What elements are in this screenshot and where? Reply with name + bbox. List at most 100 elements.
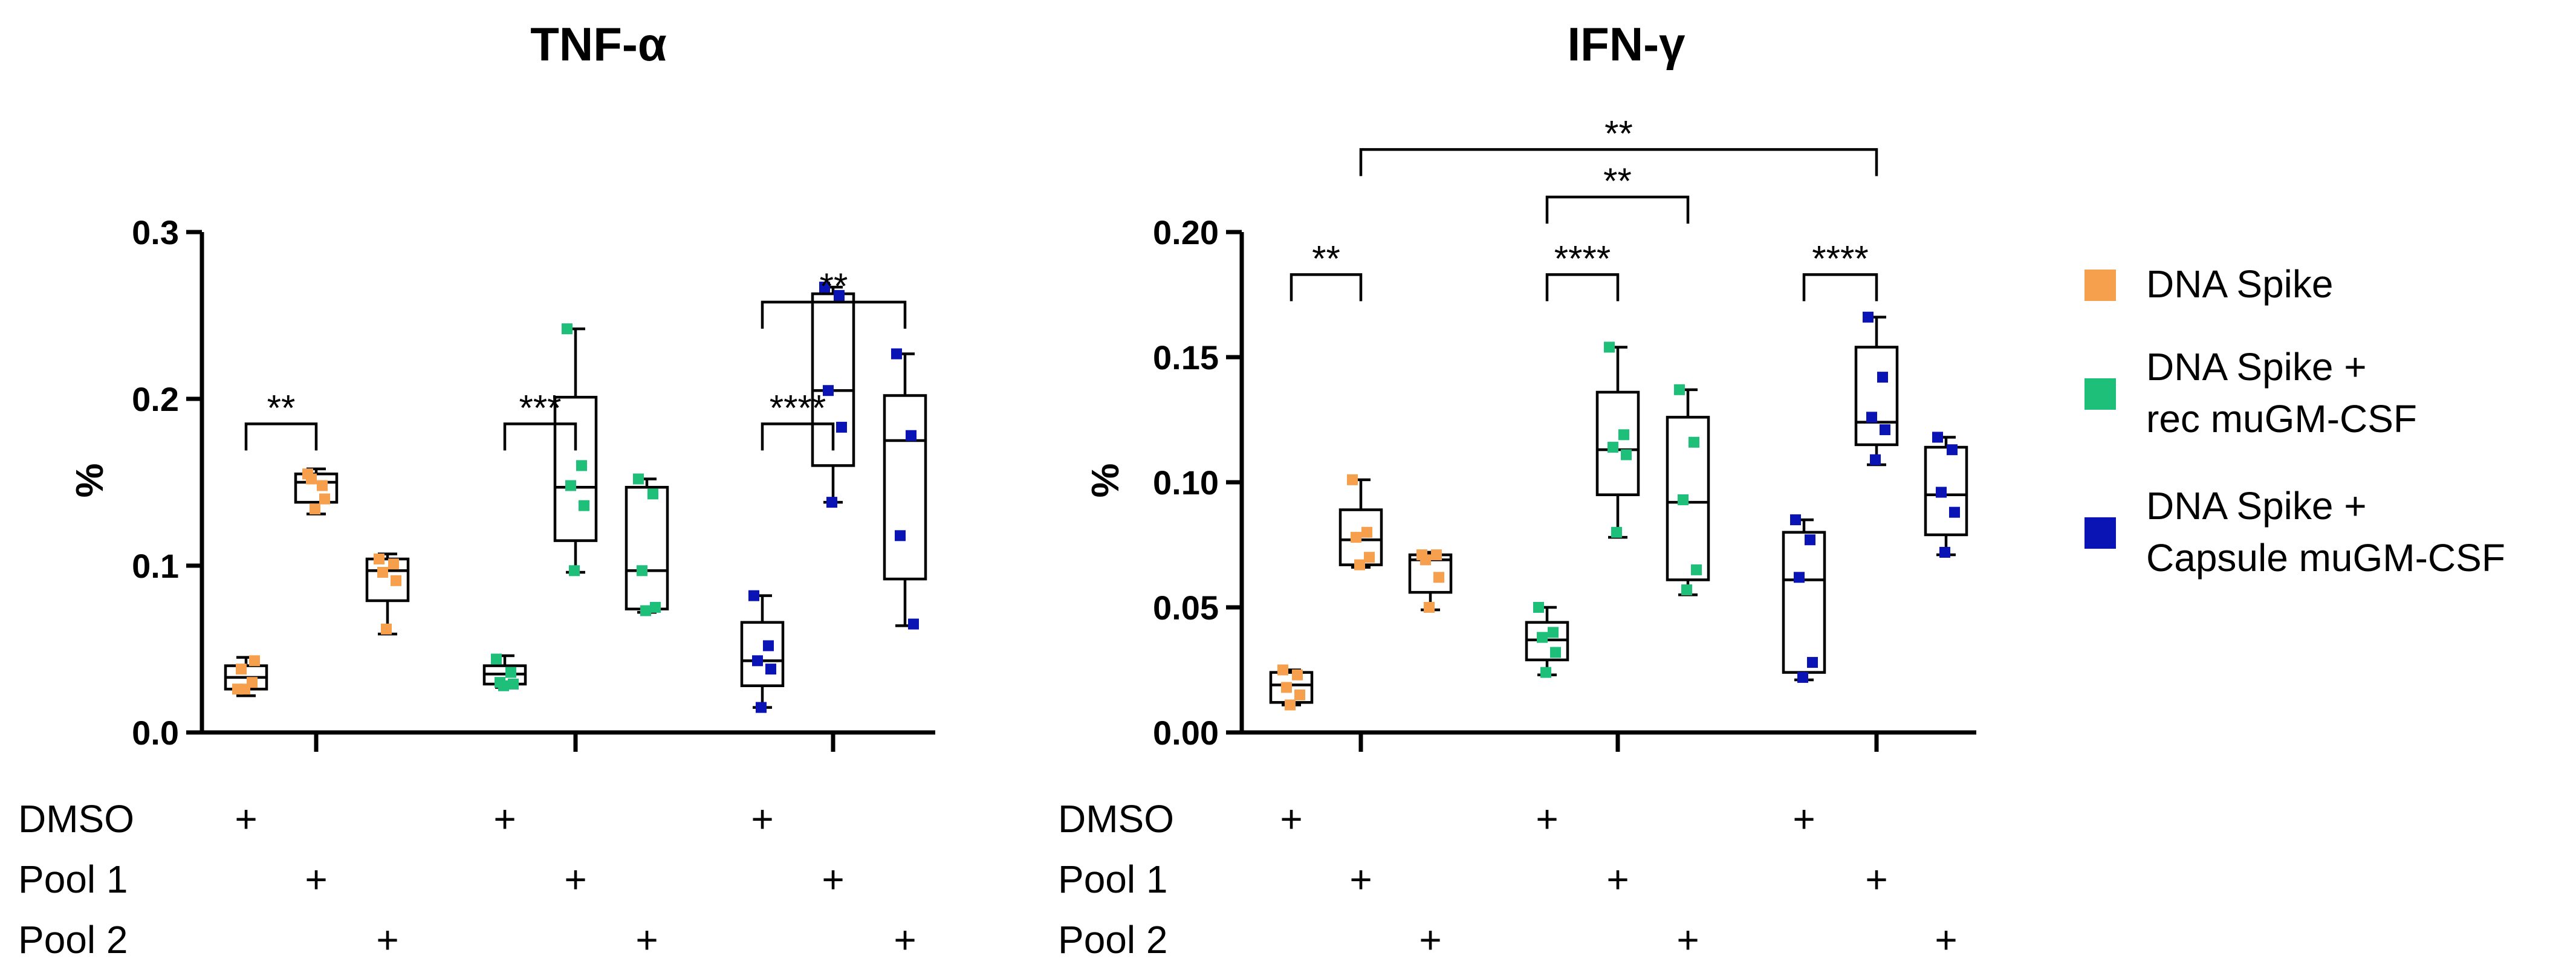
data-point <box>1537 632 1548 643</box>
data-point <box>633 473 644 485</box>
data-point <box>1794 572 1805 583</box>
y-tick-label: 0.0 <box>132 714 179 752</box>
data-point <box>1420 554 1431 566</box>
significance-label: **** <box>770 387 826 428</box>
box-8 <box>1854 311 1899 467</box>
y-tick-label: 0.15 <box>1153 338 1219 377</box>
data-point <box>752 655 763 667</box>
data-point <box>1277 664 1288 676</box>
data-point <box>1877 372 1888 383</box>
legend-item: DNA Spike <box>2084 262 2333 306</box>
legend-label: DNA Spike + <box>2146 484 2367 528</box>
condition-mark: + <box>1349 858 1372 901</box>
box-5 <box>553 323 598 577</box>
significance-bracket: ** <box>1290 238 1363 302</box>
data-point <box>391 575 401 586</box>
data-point <box>1870 454 1881 465</box>
box-4 <box>1525 602 1569 678</box>
significance-bracket: *** <box>503 387 577 451</box>
data-point <box>1678 494 1689 505</box>
data-point <box>834 289 845 301</box>
box-6 <box>625 473 669 616</box>
data-point <box>1364 552 1375 563</box>
condition-mark: + <box>1865 858 1887 901</box>
condition-mark: + <box>305 858 327 901</box>
data-point <box>562 323 573 335</box>
bracket-line <box>761 300 907 329</box>
data-point <box>756 702 767 713</box>
condition-label: Pool 1 <box>1058 858 1167 901</box>
data-point <box>236 664 247 675</box>
significance-bracket: **** <box>1545 238 1620 302</box>
box-7 <box>740 590 785 713</box>
bracket-line <box>1545 273 1620 302</box>
condition-mark: + <box>1935 918 1957 961</box>
bracket-line <box>244 422 318 451</box>
data-point <box>381 623 392 635</box>
condition-mark: + <box>1280 797 1302 841</box>
data-point <box>1807 657 1818 668</box>
box-iqr <box>740 621 785 687</box>
data-point <box>1347 474 1358 485</box>
legend-item: DNA Spike + rec muGM-CSF <box>2084 345 2417 441</box>
y-tick-label: 0.00 <box>1153 714 1219 752</box>
bracket-line <box>1290 273 1363 302</box>
box-1 <box>1269 664 1314 711</box>
box-iqr <box>365 557 410 603</box>
data-point <box>1932 431 1943 443</box>
box-iqr <box>1666 416 1710 581</box>
data-point <box>1608 442 1618 453</box>
data-point <box>836 421 847 433</box>
box-1 <box>224 655 268 697</box>
y-tick-label: 0.2 <box>132 380 179 418</box>
box-iqr <box>1782 531 1826 674</box>
condition-mark: + <box>635 918 658 961</box>
data-point <box>319 493 330 505</box>
legend-label: DNA Spike + <box>2146 345 2367 389</box>
data-point <box>1604 341 1615 353</box>
y-tick-label: 0.3 <box>132 213 179 251</box>
condition-mark: + <box>564 858 586 901</box>
data-point <box>1548 627 1559 638</box>
data-point <box>576 460 587 471</box>
condition-label: DMSO <box>18 797 134 841</box>
tnf-alpha-plot-area: 0.00.10.20.3** *** ****** <box>132 213 935 752</box>
condition-label: Pool 1 <box>18 858 128 901</box>
data-point <box>895 530 906 541</box>
significance-bracket: ** <box>1359 113 1878 176</box>
box-7 <box>1782 514 1826 683</box>
data-point <box>1691 564 1702 575</box>
box-3 <box>365 552 410 636</box>
data-point <box>565 480 576 491</box>
chart-title: IFN-γ <box>1568 18 1686 71</box>
condition-label: DMSO <box>1058 797 1174 841</box>
box-6 <box>1666 384 1710 596</box>
data-point <box>505 667 516 678</box>
y-tick-label: 0.10 <box>1153 464 1219 502</box>
data-point <box>1294 689 1305 700</box>
data-point <box>1689 436 1699 448</box>
condition-mark: + <box>376 918 398 961</box>
legend-swatch <box>2084 270 2116 301</box>
y-tick-label: 0.20 <box>1153 213 1219 251</box>
significance-label: ** <box>267 387 296 428</box>
box-2 <box>1338 474 1383 570</box>
legend-swatch <box>2084 378 2116 410</box>
legend-label: DNA Spike <box>2146 262 2333 306</box>
condition-mark: + <box>1676 918 1699 961</box>
condition-mark: + <box>822 858 844 901</box>
box-iqr <box>1854 346 1899 447</box>
legend-label: rec muGM-CSF <box>2146 397 2417 441</box>
significance-bracket: **** <box>761 387 835 451</box>
data-point <box>239 684 250 695</box>
condition-mark: + <box>493 797 516 841</box>
tnf-alpha-panel: TNF-α % 0.00.10.20.3** *** ****** DMSOPool… <box>18 18 935 961</box>
significance-label: **** <box>1812 238 1868 279</box>
data-point <box>1936 486 1947 498</box>
data-point <box>1674 384 1685 395</box>
data-point <box>1621 449 1632 461</box>
bracket-line <box>1545 195 1690 224</box>
significance-label: ** <box>1604 113 1633 154</box>
significance-label: ** <box>1603 161 1632 201</box>
